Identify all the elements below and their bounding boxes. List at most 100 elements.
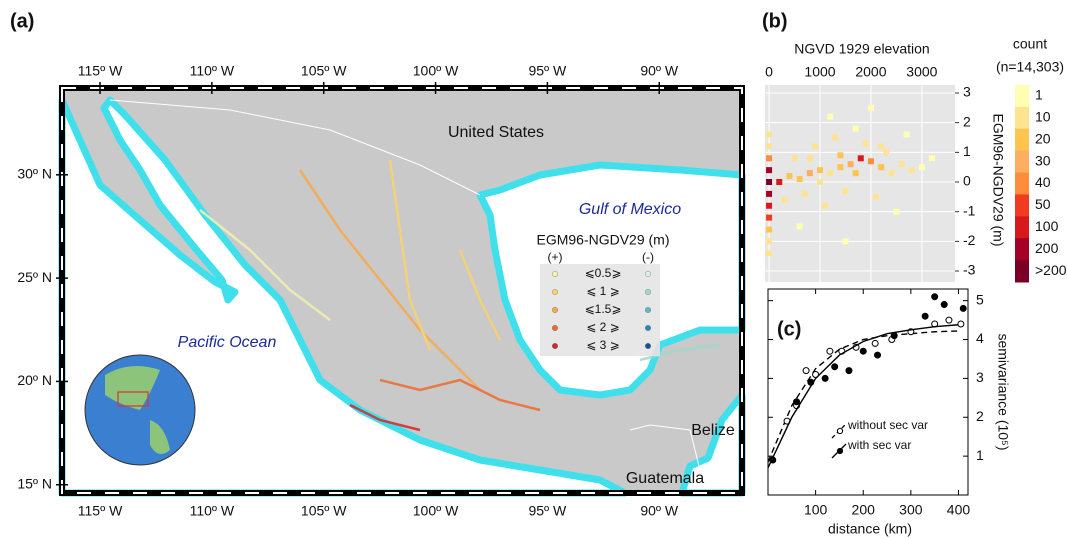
heat-cell	[893, 209, 899, 215]
y-tick-label: 5	[976, 291, 984, 307]
place-label: Gulf of Mexico	[579, 201, 681, 218]
x-tick-label: 105º W	[301, 63, 347, 79]
place-label: Belize	[691, 422, 735, 439]
y-tick-label: 4	[976, 330, 984, 346]
legend-label: without sec var	[847, 418, 928, 432]
colorbar-swatch	[1015, 129, 1029, 151]
heat-cell	[797, 224, 803, 230]
heat-cell	[868, 105, 874, 111]
colorbar-swatch	[1015, 194, 1029, 216]
x-tick-label: 3000	[906, 64, 937, 80]
colorbar-label: 40	[1035, 174, 1051, 190]
data-point	[822, 375, 828, 381]
y-tick-label: 25º N	[17, 269, 52, 285]
heat-cell	[929, 155, 935, 161]
colorbar-label: 1	[1035, 87, 1043, 103]
heat-cell	[807, 170, 813, 176]
x-tick-label: 90º W	[640, 503, 679, 519]
y-tick-label: 20º N	[17, 372, 52, 388]
heat-cell	[822, 203, 828, 209]
colorbar-label: >200	[1035, 262, 1067, 278]
legend-swatch	[645, 289, 651, 295]
heat-cell	[858, 155, 864, 161]
heat-cell	[766, 215, 772, 221]
y-tick-label: 1	[976, 447, 984, 463]
x-tick-label: 115º W	[78, 503, 123, 519]
place-label: Pacific Ocean	[178, 334, 277, 351]
legend-header: (+)	[548, 250, 563, 264]
x-tick-label: 400	[947, 502, 971, 518]
y-tick-label: 2	[963, 113, 971, 129]
globe-inset	[85, 355, 195, 465]
y-tick-label: 3	[963, 84, 971, 100]
legend-label: ⩽0.5⩾	[585, 266, 622, 280]
colorbar-swatch	[1015, 260, 1029, 282]
data-point	[846, 368, 852, 374]
data-point	[960, 305, 966, 311]
x-tick-label: 105º W	[301, 503, 347, 519]
legend-swatch	[645, 343, 651, 349]
data-point	[832, 364, 838, 370]
data-point	[872, 340, 878, 346]
heat-cell	[797, 176, 803, 182]
y-tick-label: 3	[976, 369, 984, 385]
x-tick-label: 100º W	[413, 63, 459, 79]
heat-cell	[878, 143, 884, 149]
heat-cell	[766, 155, 772, 161]
data-point	[875, 352, 881, 358]
heat-cell	[766, 132, 772, 138]
legend-marker	[837, 448, 842, 453]
heat-cell	[827, 170, 833, 176]
x-tick-label: 95º W	[528, 63, 567, 79]
place-label: Guatemala	[626, 470, 704, 487]
panel-label: (c)	[777, 318, 801, 340]
heat-cell	[766, 167, 772, 173]
heat-cell	[853, 126, 859, 132]
legend-label: with sec var	[847, 438, 911, 452]
x-tick-label: 2000	[855, 64, 886, 80]
colorbar-subtitle: (n=14,303)	[996, 59, 1064, 75]
y-tick-label: 0	[963, 173, 971, 189]
place-label: United States	[448, 124, 544, 141]
x-tick-label: 115º W	[78, 63, 123, 79]
heat-cell	[837, 152, 843, 158]
legend-swatch	[645, 307, 651, 313]
colorbar-swatch	[1015, 216, 1029, 238]
heat-cell	[807, 155, 813, 161]
x-tick-label: 100º W	[413, 503, 459, 519]
legend-swatch	[645, 325, 651, 331]
legend-swatch	[552, 307, 558, 313]
heat-cell	[817, 167, 823, 173]
heat-cell	[883, 149, 889, 155]
colorbar-label: 100	[1035, 218, 1059, 234]
heat-cell	[812, 143, 818, 149]
heat-cell	[776, 179, 782, 185]
heat-cell	[766, 238, 772, 244]
heat-cell	[827, 114, 833, 120]
heat-cell	[766, 191, 772, 197]
heat-cell	[817, 179, 823, 185]
y-axis-title: EGM96-NGDV29 (m)	[990, 113, 1006, 246]
y-tick-label: -3	[963, 262, 976, 278]
x-tick-label: 110º W	[190, 63, 235, 79]
heat-cell	[766, 226, 772, 232]
legend-swatch	[552, 325, 558, 331]
panel-label: (a)	[10, 10, 34, 32]
heat-cell	[904, 132, 910, 138]
y-tick-label: -1	[963, 202, 976, 218]
legend-marker	[837, 428, 842, 433]
data-point	[958, 321, 964, 327]
data-point	[808, 379, 814, 385]
heat-cell	[837, 164, 843, 170]
y-tick-label: 15º N	[17, 475, 52, 491]
legend-label: ⩽ 1 ⩾	[586, 284, 619, 298]
heat-cell	[766, 203, 772, 209]
x-tick-label: 110º W	[190, 503, 235, 519]
y-tick-label: 1	[963, 143, 971, 159]
heat-cell	[842, 188, 848, 194]
heat-cell	[766, 143, 772, 149]
x-axis-title: distance (km)	[828, 521, 912, 537]
data-point	[922, 313, 928, 319]
x-tick-label: 1000	[804, 64, 835, 80]
x-tick-label: 95º W	[528, 503, 567, 519]
